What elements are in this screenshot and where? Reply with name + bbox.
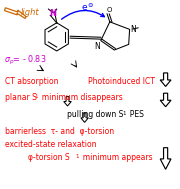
Text: pulling down S: pulling down S: [67, 111, 123, 119]
Text: barrierless  τ- and  φ-torsion: barrierless τ- and φ-torsion: [5, 127, 114, 136]
Text: O: O: [107, 7, 112, 13]
Text: CT absorption: CT absorption: [5, 77, 59, 86]
Text: light: light: [21, 8, 39, 17]
Text: N: N: [50, 9, 56, 18]
Text: Photoinduced ICT: Photoinduced ICT: [88, 77, 155, 86]
Text: N: N: [130, 25, 136, 34]
Text: 1: 1: [122, 112, 126, 116]
Text: planar S: planar S: [5, 93, 37, 102]
Text: minimum disappears: minimum disappears: [37, 93, 123, 102]
Text: $\sigma_p$= - 0.83: $\sigma_p$= - 0.83: [4, 54, 46, 67]
Text: φ-torsion S: φ-torsion S: [28, 153, 69, 162]
Text: excited-state relaxation: excited-state relaxation: [5, 140, 97, 149]
Text: 1: 1: [76, 154, 79, 159]
Text: N: N: [94, 42, 100, 51]
FancyArrowPatch shape: [62, 10, 104, 19]
Text: minimum appears: minimum appears: [78, 153, 153, 162]
Text: PES: PES: [125, 111, 144, 119]
Text: 1: 1: [35, 94, 38, 99]
Text: e$^\ominus$: e$^\ominus$: [81, 1, 95, 13]
